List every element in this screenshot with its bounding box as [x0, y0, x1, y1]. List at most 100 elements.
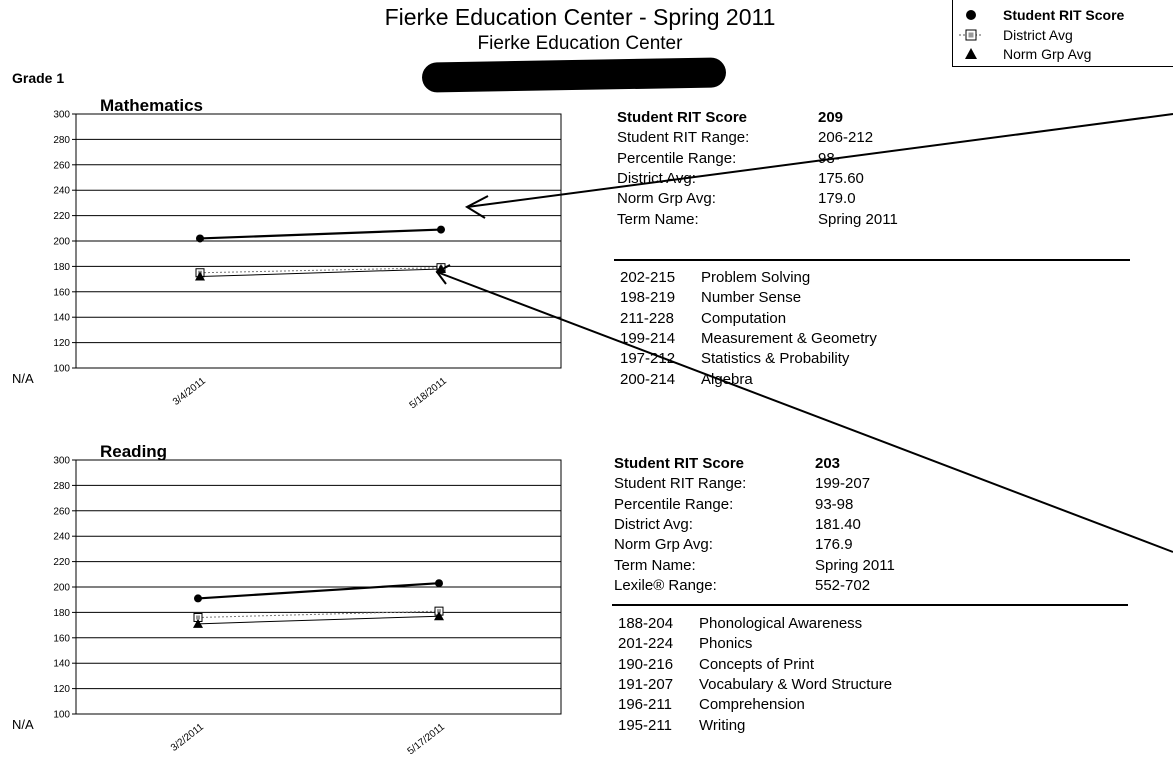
math-divider: [614, 259, 1130, 261]
stat-value: Spring 2011: [815, 556, 895, 574]
stat-label: District Avg:: [617, 169, 696, 187]
goal-range: 188-204: [618, 615, 674, 632]
x-tick-label: 5/17/2011: [406, 721, 448, 757]
stat-label: Student RIT Score: [614, 455, 745, 472]
reading-divider: [612, 604, 1128, 606]
y-tick-label: 180: [53, 608, 70, 619]
series-line: [197, 610, 440, 618]
plot-frame: [75, 459, 562, 715]
stat-value: 179.0: [818, 190, 856, 208]
data-point-fill: [196, 615, 200, 620]
data-point: [434, 611, 444, 621]
y-tick-label: 300: [53, 456, 70, 467]
chart-title: Mathematics: [100, 96, 203, 115]
y-tick-label: 240: [53, 186, 70, 197]
y-tick-label: 240: [53, 532, 70, 543]
y-floor-label: N/A: [12, 717, 34, 732]
legend-item-norm: Norm Grp Avg: [953, 45, 1173, 63]
reading-chart: Reading 100 120 140 160 180 200 220 240 260 280 300…: [12, 442, 562, 757]
data-point: [435, 579, 443, 588]
data-point: [437, 225, 445, 234]
goal-name: Measurement & Geometry: [701, 329, 877, 347]
stat-label: Norm Grp Avg:: [614, 536, 713, 554]
reading-stats-panel: Student RIT Score 203 Student RIT Range:…: [614, 454, 1134, 596]
data-point-fill: [437, 609, 441, 614]
legend-label: Norm Grp Avg: [1003, 46, 1092, 62]
stat-value: Spring 2011: [818, 210, 898, 228]
goal-range: 198-219: [620, 289, 676, 307]
goal-name: Statistics & Probability: [701, 350, 850, 368]
goal-range: 191-207: [618, 675, 674, 693]
y-tick-label: 260: [53, 160, 70, 171]
data-point: [195, 271, 205, 281]
series-line: [199, 267, 442, 274]
stat-label: District Avg:: [614, 515, 693, 533]
stat-label: Norm Grp Avg:: [617, 190, 716, 208]
y-tick-label: 200: [53, 583, 70, 594]
reading-goals-list: 188-204 Phonological Awareness 201-224 Pho…: [618, 615, 1138, 737]
y-floor-label: N/A: [12, 371, 34, 386]
legend-item-district: District Avg: [953, 26, 1173, 44]
legend-item-student: Student RIT Score: [953, 6, 1173, 24]
stat-label: Term Name:: [614, 556, 696, 574]
y-tick-label: 140: [53, 659, 70, 670]
y-tick-label: 120: [53, 338, 70, 349]
goal-name: Problem Solving: [701, 269, 811, 286]
stat-label: Student RIT Range:: [614, 475, 747, 493]
stat-value: 93-98: [815, 495, 854, 513]
series-line: [197, 582, 440, 600]
report-subtitle: Fierke Education Center: [477, 33, 683, 54]
y-tick-label: 220: [53, 557, 70, 568]
stat-label: Student RIT Range:: [617, 129, 750, 147]
data-point: [193, 618, 203, 628]
y-tick-label: 220: [53, 211, 70, 222]
data-point: [196, 234, 204, 243]
y-tick-label: 280: [53, 481, 70, 492]
goal-range: 201-224: [618, 635, 674, 653]
stat-label: Student RIT Score: [617, 109, 748, 126]
y-tick-label: 100: [53, 710, 70, 721]
goal-name: Vocabulary & Word Structure: [699, 675, 893, 693]
legend-label: Student RIT Score: [1003, 7, 1125, 23]
y-tick-label: 100: [53, 364, 70, 375]
plot-frame: [75, 113, 562, 369]
legend-label: District Avg: [1003, 27, 1073, 43]
chart-title: Reading: [100, 442, 167, 461]
series-line: [199, 268, 442, 278]
stat-label: Percentile Range:: [614, 495, 734, 513]
open-square-icon: [959, 29, 983, 41]
stat-label: Percentile Range:: [617, 149, 737, 167]
x-tick-label: 5/18/2011: [408, 375, 450, 411]
grade-label: Grade 1: [12, 70, 65, 86]
y-tick-label: 160: [53, 287, 70, 298]
y-tick-label: 200: [53, 237, 70, 248]
goal-range: 202-215: [620, 269, 676, 286]
goal-name: Comprehension: [699, 696, 805, 714]
stat-value: 98-: [818, 149, 840, 167]
x-tick-label: 3/4/2011: [171, 375, 208, 407]
y-tick-label: 280: [53, 135, 70, 146]
goal-range: 200-214: [620, 370, 676, 388]
goal-name: Algebra: [701, 370, 753, 388]
goal-name: Number Sense: [701, 289, 802, 307]
goal-range: 190-216: [618, 655, 674, 673]
goal-name: Computation: [701, 309, 787, 327]
legend: Student RIT Score District Avg Norm Grp …: [952, 0, 1173, 67]
y-tick-label: 160: [53, 633, 70, 644]
y-tick-label: 120: [53, 684, 70, 695]
stat-value: 176.9: [815, 536, 853, 554]
stat-value: 181.40: [815, 515, 861, 533]
redaction-mark: [421, 57, 727, 93]
math-stats-panel: Student RIT Score 209 Student RIT Range:…: [617, 108, 1137, 228]
goal-range: 211-228: [620, 309, 674, 327]
stat-label: Term Name:: [617, 210, 699, 228]
goal-name: Phonics: [699, 635, 753, 653]
stat-value: 175.60: [818, 169, 864, 187]
goal-range: 196-211: [618, 696, 672, 714]
stat-value: 552-702: [815, 576, 871, 594]
stat-value: 199-207: [815, 475, 871, 493]
goal-name: Phonological Awareness: [699, 615, 863, 632]
data-point: [194, 594, 202, 603]
goal-name: Concepts of Print: [699, 655, 815, 673]
stat-value: 209: [818, 109, 844, 126]
